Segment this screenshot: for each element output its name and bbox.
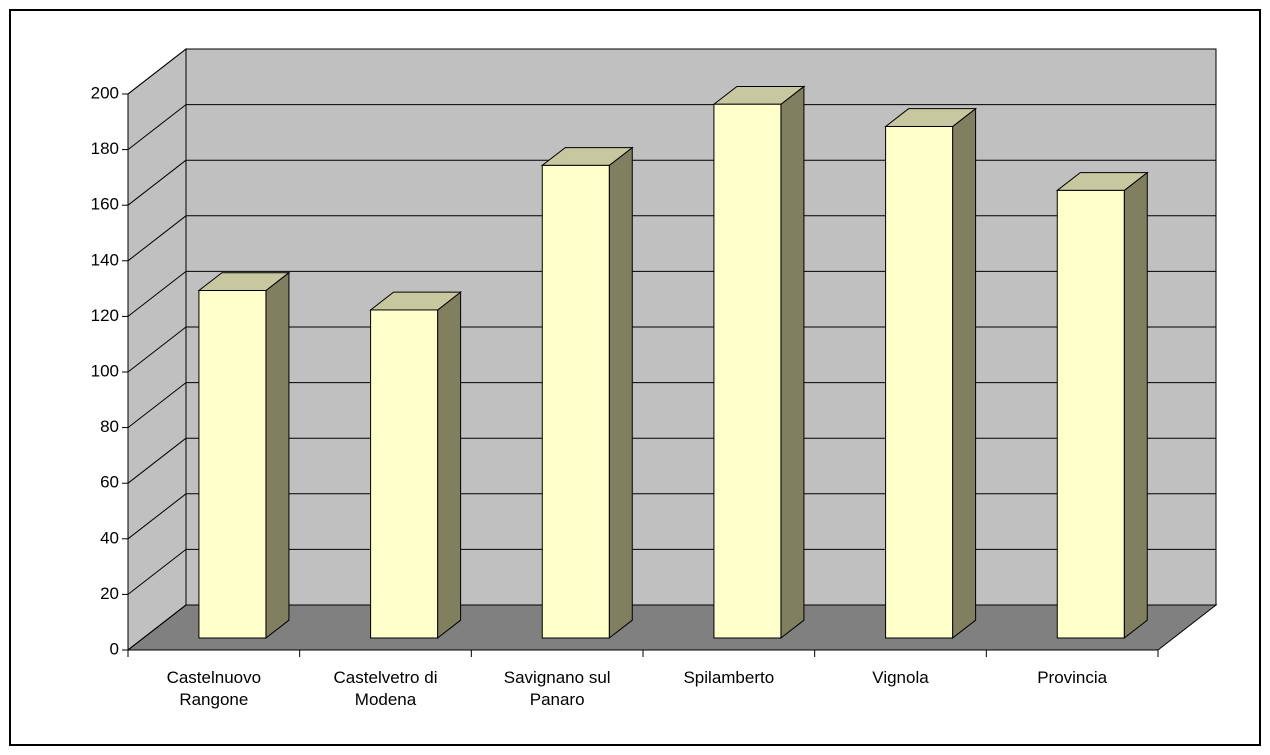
grid-line: [127, 604, 187, 651]
y-tick-label: 120: [91, 306, 119, 325]
bar-side: [780, 85, 805, 640]
x-tick-label: Spilamberto: [683, 668, 775, 687]
bar: [541, 164, 610, 639]
x-tick-label: Castelvetro di Modena: [333, 668, 438, 709]
x-tick-label: Savignano sul Panaro: [503, 668, 611, 709]
bar: [1056, 189, 1125, 639]
grid-line: [127, 159, 187, 206]
floor: [126, 604, 1218, 651]
grid-line: [127, 104, 187, 150]
x-tick-label: Vignola: [872, 668, 929, 687]
bar: [370, 309, 439, 639]
bar: [198, 290, 267, 639]
y-tick-label: 160: [91, 195, 119, 214]
y-tick-label: 200: [91, 83, 119, 102]
y-tick-label: 180: [91, 139, 119, 158]
x-tick-label: Castelnuovo Rangone: [166, 668, 262, 709]
grid-line: [127, 215, 187, 262]
bar: [885, 125, 954, 639]
grid-line: [127, 382, 187, 428]
y-tick-label: 80: [100, 417, 119, 436]
grid-line: [127, 549, 187, 595]
grid-line: [127, 493, 187, 540]
y-tick-label: 40: [100, 528, 119, 547]
bar-side: [437, 291, 462, 640]
bar-side: [608, 146, 633, 640]
y-tick-label: 0: [110, 639, 119, 658]
bar-side: [952, 107, 977, 640]
grid-line: [127, 271, 187, 317]
y-tick-label: 60: [100, 473, 119, 492]
bar-side: [265, 271, 290, 640]
y-tick-label: 20: [100, 584, 119, 603]
grid-line: [127, 48, 187, 95]
x-tick-label: Provincia: [1037, 668, 1108, 687]
y-tick-label: 140: [91, 250, 119, 269]
grid-line: [127, 326, 187, 373]
grid-line: [127, 437, 187, 484]
y-tick-label: 100: [91, 361, 119, 380]
bar-side: [1123, 171, 1148, 640]
bar: [713, 103, 782, 639]
